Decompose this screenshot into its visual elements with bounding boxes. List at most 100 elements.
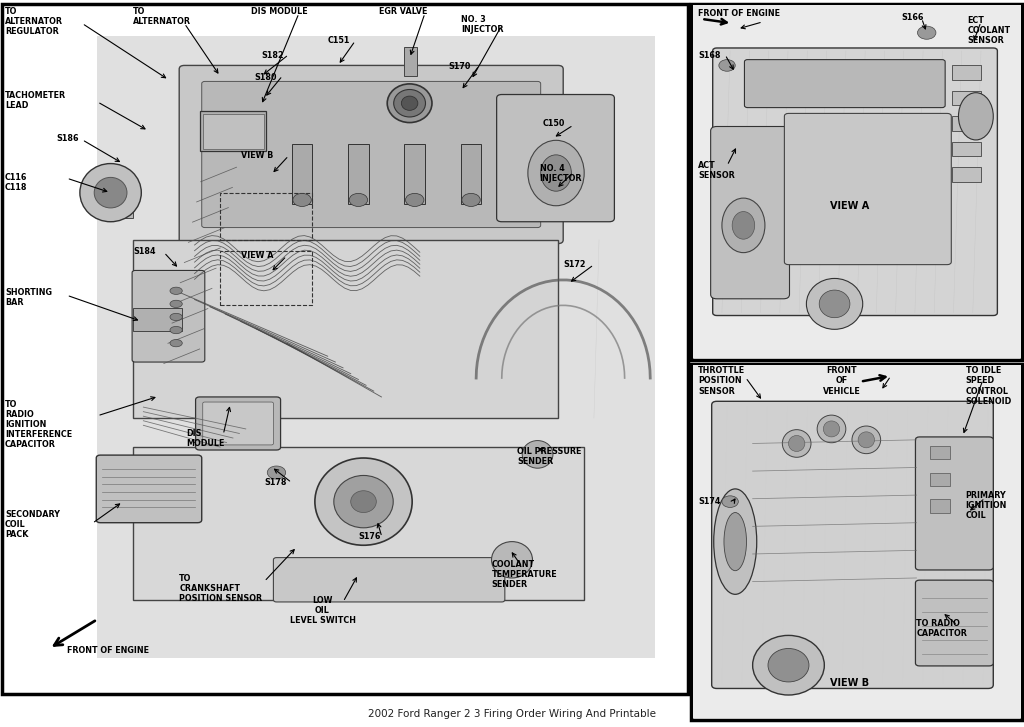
Text: LOW
OIL
LEVEL SWITCH: LOW OIL LEVEL SWITCH (290, 596, 355, 625)
Text: VIEW A: VIEW A (830, 201, 869, 211)
FancyBboxPatch shape (179, 65, 563, 244)
Bar (220, 251, 312, 305)
Text: S168: S168 (698, 51, 721, 60)
Text: EGR VALVE: EGR VALVE (379, 7, 427, 16)
Ellipse shape (819, 290, 850, 318)
Ellipse shape (267, 466, 286, 479)
Bar (348, 144, 369, 204)
Text: NO. 3
INJECTOR: NO. 3 INJECTOR (461, 15, 504, 33)
Ellipse shape (462, 193, 480, 206)
Text: S170: S170 (449, 62, 471, 71)
Text: TO
CRANKSHAFT
POSITION SENSOR: TO CRANKSHAFT POSITION SENSOR (179, 574, 262, 603)
Ellipse shape (170, 300, 182, 308)
Bar (693, 365, 1021, 718)
Text: FRONT OF ENGINE: FRONT OF ENGINE (67, 646, 148, 654)
FancyBboxPatch shape (915, 580, 993, 666)
FancyBboxPatch shape (96, 455, 202, 523)
Text: S166: S166 (901, 13, 924, 22)
Text: S172: S172 (563, 260, 586, 268)
Ellipse shape (350, 491, 377, 513)
Text: TO
ALTERNATOR: TO ALTERNATOR (133, 7, 191, 26)
FancyBboxPatch shape (133, 447, 584, 600)
Ellipse shape (823, 421, 840, 437)
Text: COOLANT
TEMPERATURE
SENDER: COOLANT TEMPERATURE SENDER (492, 560, 557, 589)
Text: TACHOMETER
LEAD: TACHOMETER LEAD (5, 91, 67, 110)
Ellipse shape (807, 278, 862, 329)
Text: C116
C118: C116 C118 (5, 173, 28, 192)
Text: SECONDARY
COIL
PACK: SECONDARY COIL PACK (5, 510, 60, 539)
Bar (952, 91, 981, 105)
Bar (952, 116, 981, 131)
Text: DIS
MODULE: DIS MODULE (186, 429, 224, 448)
Ellipse shape (722, 198, 765, 253)
Text: TO
RADIO
IGNITION
INTERFERENCE
CAPACITOR: TO RADIO IGNITION INTERFERENCE CAPACITOR (5, 400, 73, 449)
FancyBboxPatch shape (133, 240, 558, 418)
Ellipse shape (719, 60, 735, 71)
Text: S182: S182 (261, 51, 284, 60)
Text: THROTTLE
POSITION
SENSOR: THROTTLE POSITION SENSOR (698, 366, 745, 395)
Text: S186: S186 (56, 134, 79, 143)
Bar (693, 5, 1021, 358)
Text: FRONT OF ENGINE: FRONT OF ENGINE (698, 9, 780, 17)
Ellipse shape (732, 212, 755, 239)
Text: TO RADIO
CAPACITOR: TO RADIO CAPACITOR (916, 619, 968, 638)
Bar (952, 142, 981, 156)
Bar (930, 499, 950, 513)
FancyBboxPatch shape (711, 126, 790, 299)
Ellipse shape (401, 96, 418, 111)
Ellipse shape (722, 496, 738, 507)
Ellipse shape (541, 155, 571, 191)
Ellipse shape (522, 441, 553, 468)
Ellipse shape (788, 435, 805, 451)
Text: DIS MODULE: DIS MODULE (251, 7, 307, 16)
Text: OIL PRESSURE
SENDER: OIL PRESSURE SENDER (517, 447, 582, 466)
Bar (200, 111, 266, 151)
Text: VIEW B: VIEW B (241, 151, 273, 160)
Bar (220, 193, 312, 240)
Text: 2002 Ford Ranger 2 3 Firing Order Wiring And Printable: 2002 Ford Ranger 2 3 Firing Order Wiring… (368, 709, 656, 719)
Text: VIEW B: VIEW B (830, 678, 869, 688)
Bar (133, 308, 182, 331)
Text: NO. 4
INJECTOR: NO. 4 INJECTOR (540, 164, 583, 183)
FancyBboxPatch shape (273, 558, 505, 602)
Bar (930, 473, 950, 486)
Ellipse shape (918, 26, 936, 39)
Bar (404, 47, 417, 76)
Text: C151: C151 (328, 36, 350, 45)
Text: S184: S184 (133, 247, 156, 256)
FancyBboxPatch shape (196, 397, 281, 450)
FancyBboxPatch shape (712, 401, 993, 688)
Bar (952, 167, 981, 182)
Ellipse shape (170, 287, 182, 294)
FancyBboxPatch shape (97, 36, 655, 658)
FancyBboxPatch shape (497, 95, 614, 222)
Ellipse shape (334, 475, 393, 528)
Bar (203, 114, 264, 149)
Bar (292, 144, 312, 204)
Ellipse shape (852, 426, 881, 454)
Ellipse shape (387, 84, 432, 123)
Ellipse shape (315, 458, 412, 545)
Bar (404, 144, 425, 204)
Text: C150: C150 (543, 119, 565, 128)
FancyBboxPatch shape (784, 113, 951, 265)
Text: S180: S180 (254, 73, 276, 81)
Ellipse shape (858, 432, 874, 448)
Text: FRONT
OF
VEHICLE: FRONT OF VEHICLE (823, 366, 860, 395)
FancyBboxPatch shape (915, 437, 993, 570)
Ellipse shape (528, 140, 584, 206)
Ellipse shape (94, 177, 127, 208)
Text: SHORTING
BAR: SHORTING BAR (5, 288, 52, 307)
Bar (930, 446, 950, 459)
Ellipse shape (406, 193, 424, 206)
Text: ACT
SENSOR: ACT SENSOR (698, 161, 735, 180)
Bar (691, 4, 1022, 360)
Text: TO IDLE
SPEED
CONTROL
SOLENOID: TO IDLE SPEED CONTROL SOLENOID (966, 366, 1012, 406)
Ellipse shape (170, 340, 182, 347)
FancyBboxPatch shape (203, 402, 273, 445)
Text: VIEW A: VIEW A (241, 251, 273, 260)
Ellipse shape (170, 326, 182, 334)
Ellipse shape (958, 92, 993, 140)
Ellipse shape (492, 542, 532, 578)
Ellipse shape (817, 415, 846, 443)
